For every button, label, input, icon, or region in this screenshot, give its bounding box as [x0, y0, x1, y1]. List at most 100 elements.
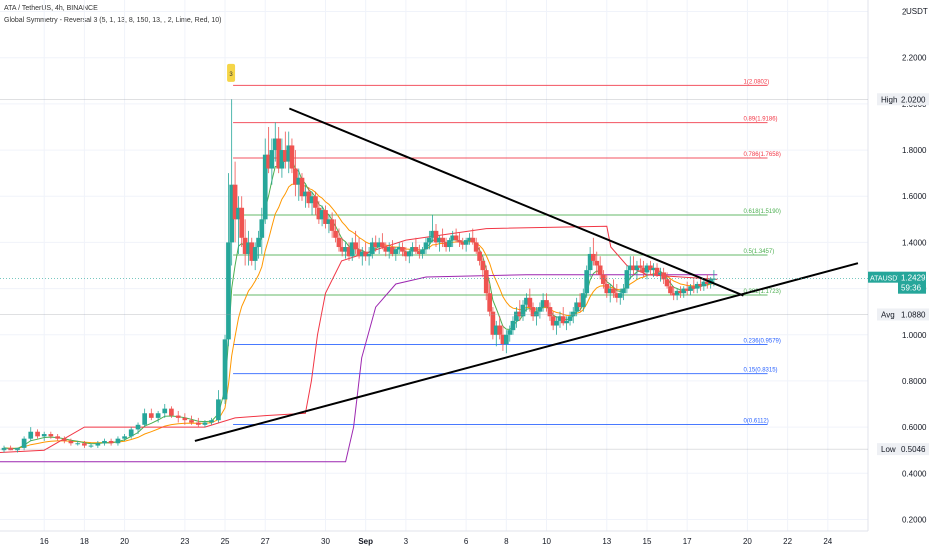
candle-down — [648, 265, 653, 271]
time-tick-label: 20 — [120, 537, 129, 546]
stat-value: 2.0200 — [901, 95, 926, 104]
chart-grid — [0, 0, 868, 531]
time-tick-label: 25 — [221, 537, 230, 546]
candle-down — [61, 438, 67, 441]
candle-down — [638, 265, 643, 268]
candle-up — [688, 286, 693, 291]
candle-up — [507, 330, 513, 335]
candle-up — [393, 249, 399, 254]
candle-down — [282, 150, 288, 162]
candle-up — [396, 247, 402, 250]
time-tick-label: 30 — [321, 537, 330, 546]
moving-averages — [0, 155, 718, 463]
price-tick-label: 2 — [902, 8, 907, 17]
candle-down — [108, 440, 114, 444]
candle-up — [202, 422, 208, 425]
candle-up — [122, 436, 127, 439]
candle-up — [711, 278, 717, 280]
candle-down — [440, 237, 445, 243]
candle-up — [437, 237, 442, 243]
candle-up — [540, 300, 546, 308]
candle-down — [460, 242, 466, 245]
candle-up — [694, 283, 700, 289]
candle-up — [155, 413, 161, 418]
candle-up — [343, 247, 348, 252]
fib-level-label: 0.5(1.3457) — [744, 249, 775, 255]
candle-up — [262, 154, 268, 220]
candle-down — [691, 286, 697, 289]
candle-down — [453, 235, 459, 241]
stat-tag-bg — [877, 308, 899, 321]
candle-down — [413, 247, 419, 252]
candlesticks — [1, 99, 717, 453]
candle-down — [189, 420, 194, 423]
candle-up — [607, 288, 613, 294]
candle-up — [447, 240, 452, 248]
candle-down — [547, 307, 553, 317]
candle-down — [668, 286, 673, 294]
candle-down — [242, 237, 248, 254]
candle-down — [590, 253, 596, 261]
candle-up — [450, 235, 456, 241]
candle-up — [88, 445, 94, 447]
candle-up — [427, 237, 432, 243]
candle-up — [162, 408, 168, 414]
candle-down — [55, 436, 61, 439]
candle-down — [148, 413, 154, 418]
price-tick-label: 0.8000 — [902, 377, 927, 386]
candle-up — [621, 288, 626, 294]
stat-value-bg — [899, 93, 929, 106]
time-tick-label: 17 — [683, 537, 692, 546]
candle-down — [601, 274, 606, 284]
candle-down — [293, 168, 298, 185]
candle-up — [423, 242, 429, 250]
time-tick-label: 15 — [643, 537, 652, 546]
candle-down — [550, 316, 556, 326]
candle-down — [698, 283, 703, 287]
candle-up — [430, 230, 435, 238]
candle-down — [664, 279, 670, 287]
candle-up — [406, 251, 412, 257]
candle-up — [222, 339, 228, 400]
candle-down — [611, 288, 616, 294]
stat-tag-bg — [877, 93, 899, 106]
candle-down — [416, 251, 422, 254]
candle-up — [584, 270, 590, 294]
candle-up — [651, 267, 656, 271]
price-tick-label: 1.0000 — [902, 331, 927, 340]
candle-up — [554, 320, 559, 326]
candle-up — [75, 443, 81, 445]
candle-down — [517, 311, 523, 317]
candle-down — [457, 240, 462, 243]
trendline-lower — [194, 262, 859, 442]
band-line-red — [0, 225, 718, 453]
candle-down — [35, 431, 40, 437]
price-tick-label: 1.4000 — [902, 238, 927, 247]
candle-down — [48, 434, 54, 437]
candle-down — [443, 242, 449, 248]
signal-marker-badge — [227, 63, 236, 82]
candle-up — [236, 207, 241, 220]
fib-level-label: 0(0.6112) — [744, 419, 769, 425]
candle-up — [376, 242, 382, 248]
candle-up — [557, 316, 563, 321]
candle-down — [232, 184, 238, 220]
candle-up — [303, 191, 308, 197]
candle-up — [272, 138, 278, 151]
candle-down — [497, 325, 503, 335]
time-tick-label: 18 — [80, 537, 89, 546]
time-tick-label: 27 — [261, 537, 270, 546]
candle-down — [313, 196, 318, 208]
candle-down — [597, 265, 603, 275]
candle-up — [269, 150, 275, 169]
candle-up — [510, 320, 516, 331]
candle-up — [256, 237, 261, 248]
candle-down — [654, 267, 660, 275]
candle-up — [349, 242, 355, 257]
candle-up — [627, 265, 633, 271]
last-price-tag-bg — [898, 271, 926, 294]
ma-orange-line — [3, 182, 715, 449]
stat-label: Low — [881, 445, 896, 454]
ma-green-line — [3, 155, 715, 450]
